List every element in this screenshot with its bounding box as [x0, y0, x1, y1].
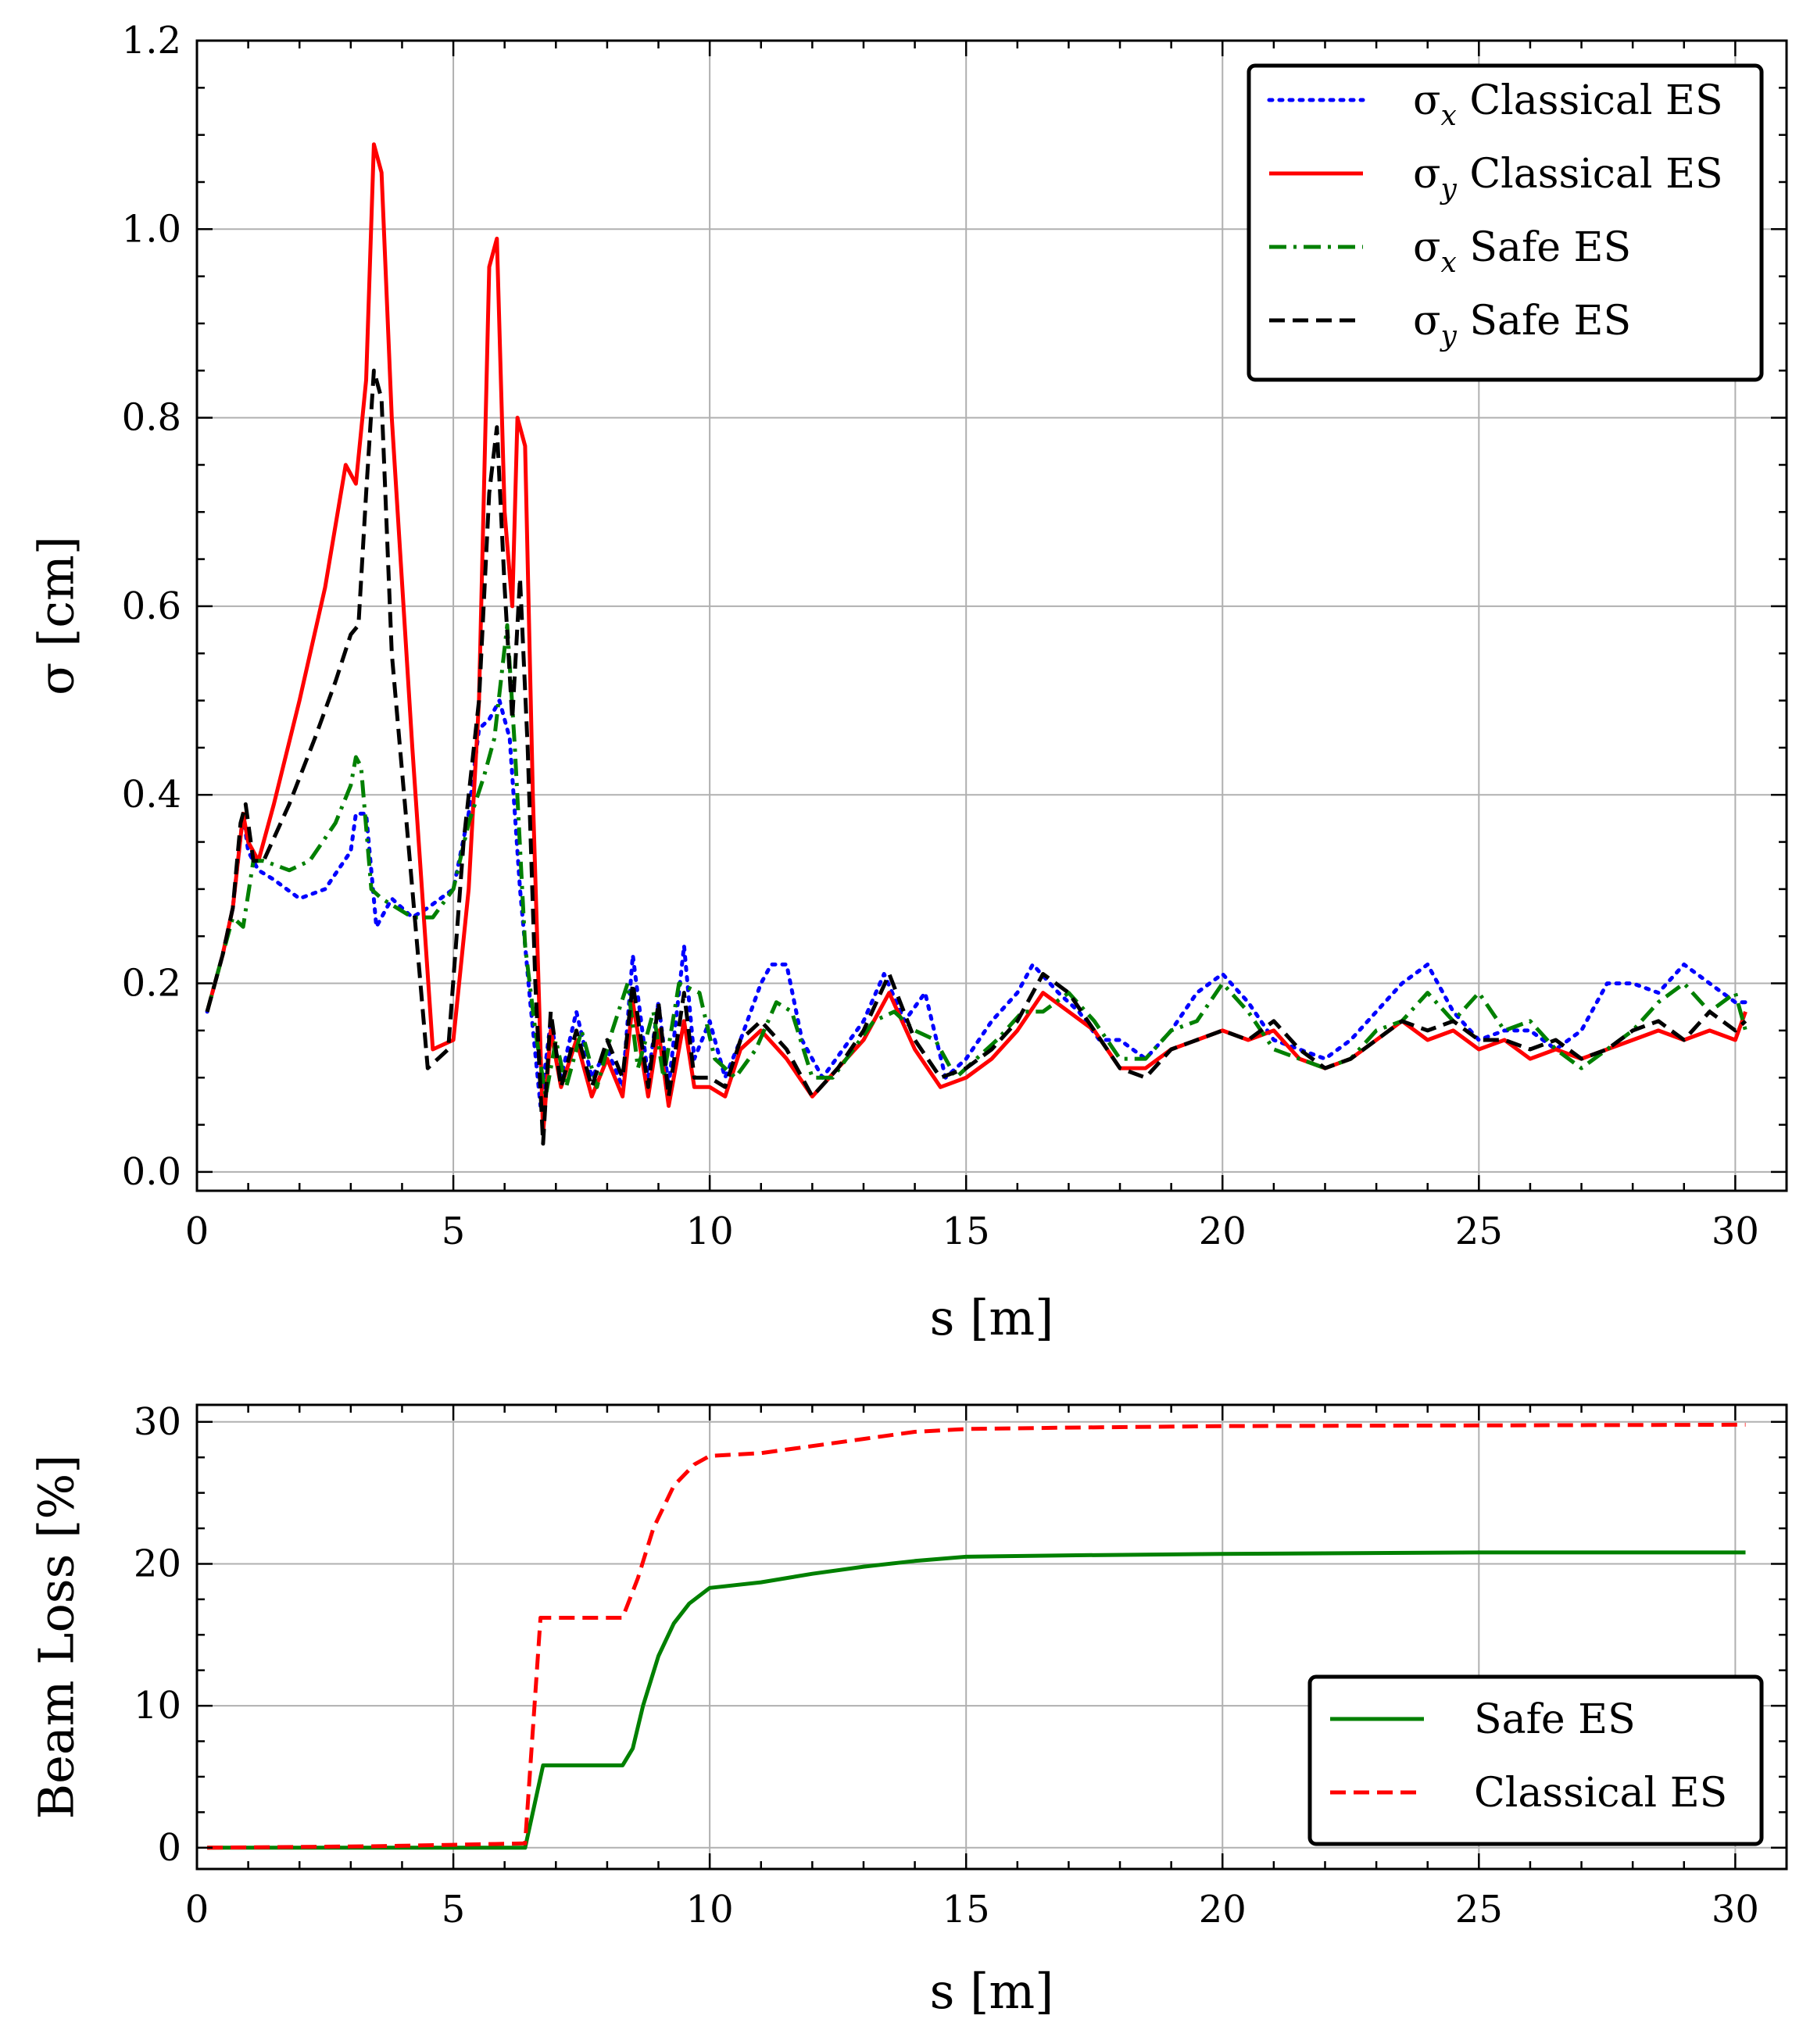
sigma-series-x-classical-es	[205, 699, 1747, 1108]
sigma-x-tick-label: 0	[185, 1210, 209, 1253]
sigma-y-tick-label: 0.2	[122, 962, 181, 1006]
beam-loss-x-tick-label: 0	[185, 1888, 209, 1931]
sigma-series-x-safe-es	[205, 623, 1747, 1099]
sigma-legend-box	[1247, 63, 1764, 382]
beam-loss-grid	[196, 1405, 1787, 1869]
beam-loss-y-axis-label: Beam Loss [%]	[28, 1455, 85, 1820]
sigma-ticks	[195, 39, 1788, 1191]
sigma-y-tick-label: 0.6	[122, 584, 181, 628]
beam-loss-series-classical-es	[207, 1422, 1746, 1850]
sigma-tick-labels: 0 5 10 15 20 25 30 0.0 0.2 0.4 0.6 0.8 1.0 1.2	[122, 19, 1759, 1253]
beam-loss-x-tick-label: 5	[442, 1888, 466, 1931]
beam-loss-y-tick-label: 20	[134, 1542, 181, 1585]
sigma-legend-label: σy Classical ES	[1413, 151, 1723, 205]
sigma-x-tick-label: 20	[1199, 1210, 1247, 1253]
sigma-legend: σx Classical ES σy Classical ES σx Safe ES…	[1247, 63, 1764, 382]
beam-loss-x-tick-label: 30	[1712, 1888, 1759, 1931]
sigma-panel: 0 5 10 15 20 25 300.00.20.40.60.81.01.2 s [m] …	[28, 19, 1788, 1346]
beam-loss-y-tick-label: 0	[157, 1826, 181, 1870]
beam-loss-y-tick-label: 10	[134, 1684, 181, 1728]
beam-loss-legend-label: Classical ES	[1474, 1770, 1727, 1817]
sigma-y-axis-label: σ [cm]	[28, 536, 85, 695]
beam-loss-x-tick-label: 15	[943, 1888, 990, 1931]
beam-loss-legend: Safe ES Classical ES	[1307, 1674, 1764, 1846]
beam-loss-plot-frame	[195, 1403, 1788, 1871]
beam-loss-series-group	[207, 1422, 1746, 1850]
beam-loss-x-tick-label: 25	[1455, 1888, 1503, 1931]
sigma-y-tick-label: 0.0	[122, 1150, 181, 1194]
sigma-x-tick-label: 30	[1712, 1210, 1759, 1253]
beam-loss-x-axis-label: s [m]	[930, 1963, 1054, 2020]
sigma-series-y-classical-es	[205, 142, 1747, 1137]
beam-loss-series-safe-es	[207, 1550, 1746, 1850]
sigma-x-tick-label: 5	[442, 1210, 466, 1253]
beam-loss-legend-label: Safe ES	[1474, 1696, 1636, 1743]
sigma-y-tick-label: 1.0	[122, 207, 181, 251]
sigma-x-tick-label: 10	[686, 1210, 734, 1253]
sigma-y-tick-label: 0.4	[122, 773, 181, 817]
beam-loss-x-tick-label: 20	[1199, 1888, 1247, 1931]
sigma-x-tick-label: 25	[1455, 1210, 1503, 1253]
sigma-x-axis-label: s [m]	[930, 1289, 1054, 1346]
sigma-x-tick-label: 15	[943, 1210, 990, 1253]
sigma-legend-label: σy Safe ES	[1413, 298, 1631, 352]
beam-loss-tick-labels: 0 5 10 15 20 25 30 0 10 20 30	[134, 1400, 1759, 1931]
sigma-series-group	[205, 142, 1747, 1146]
sigma-y-tick-label: 1.2	[122, 19, 181, 63]
beam-loss-x-tick-label: 10	[686, 1888, 734, 1931]
sigma-plot-frame	[195, 39, 1788, 1192]
beam-loss-ticks	[195, 1405, 1788, 1869]
sigma-legend-label: σx Safe ES	[1413, 224, 1631, 279]
beam-loss-y-tick-label: 30	[134, 1400, 181, 1444]
sigma-legend-label: σx Classical ES	[1413, 77, 1723, 132]
sigma-y-tick-label: 0.8	[122, 396, 181, 440]
sigma-series-y-safe-es	[205, 368, 1747, 1146]
